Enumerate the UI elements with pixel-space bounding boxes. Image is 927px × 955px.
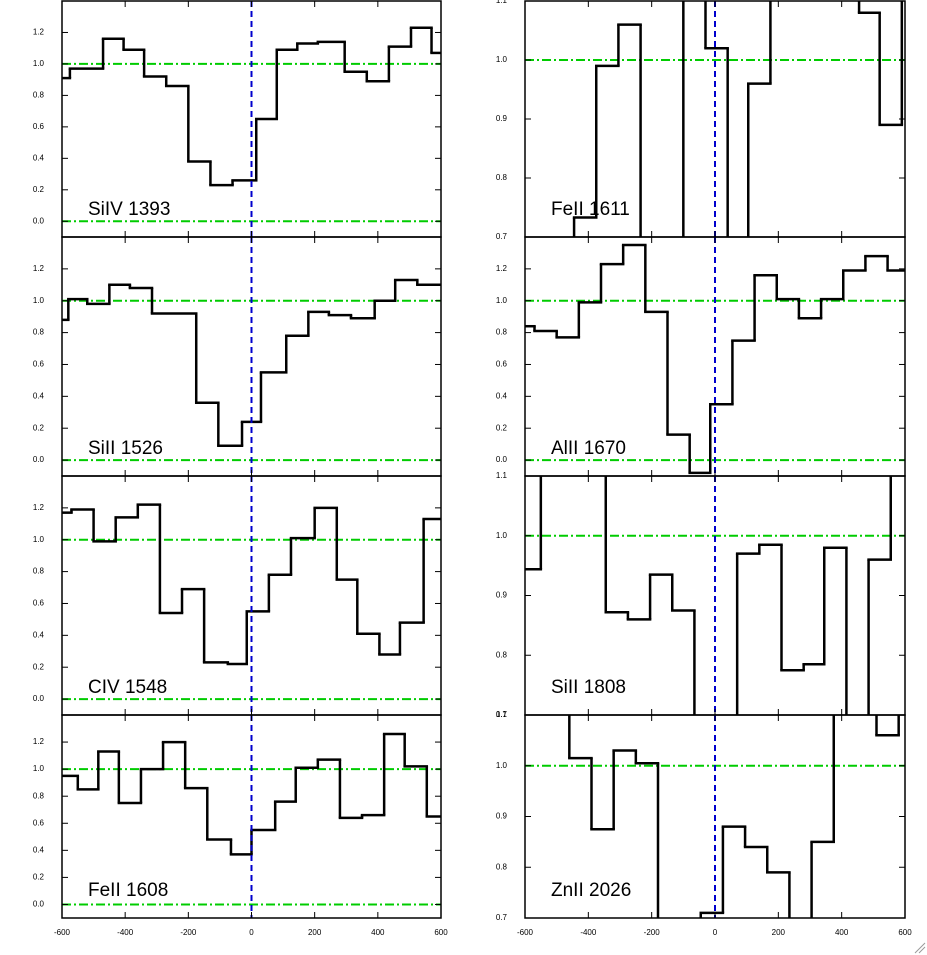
panel-title: SiII 1526 bbox=[88, 438, 163, 459]
x-tick-label: 200 bbox=[308, 928, 322, 937]
y-tick-label: 1.0 bbox=[33, 296, 45, 305]
y-tick-label: 1.0 bbox=[496, 761, 508, 770]
panel: 0.0 0.2 0.4 0.6 0.8 1.0 1.2 CIV 1548 bbox=[33, 475, 442, 716]
x-tick-label: -200 bbox=[644, 928, 661, 937]
x-tick-label: -600 bbox=[54, 928, 71, 937]
y-tick-label: 1.1 bbox=[496, 0, 508, 5]
plot-area bbox=[62, 476, 441, 715]
x-tick-label: -400 bbox=[580, 928, 597, 937]
y-tick-label: 0.6 bbox=[33, 360, 45, 369]
y-tick-label: 0.4 bbox=[33, 845, 45, 854]
panel-title: ZnII 2026 bbox=[551, 880, 631, 901]
y-tick-label: 1.2 bbox=[33, 28, 45, 37]
x-tick-label: 400 bbox=[835, 928, 849, 937]
panel-title: SiII 1808 bbox=[551, 677, 626, 698]
plot-area bbox=[525, 237, 905, 476]
y-tick-label: 1.2 bbox=[33, 737, 45, 746]
y-tick-label: 1.1 bbox=[496, 471, 508, 480]
x-tick-label: 0 bbox=[713, 928, 718, 937]
x-tick-label: -400 bbox=[117, 928, 134, 937]
y-tick-label: 0.6 bbox=[33, 818, 45, 827]
y-tick-label: 0.6 bbox=[496, 360, 508, 369]
y-tick-label: 0.9 bbox=[496, 591, 508, 600]
y-tick-label: 0.0 bbox=[33, 455, 45, 464]
y-tick-label: 0.2 bbox=[33, 423, 45, 432]
y-tick-label: 0.0 bbox=[33, 216, 45, 225]
y-tick-label: 1.0 bbox=[496, 296, 508, 305]
y-tick-label: 0.2 bbox=[33, 873, 45, 882]
y-tick-label: 0.8 bbox=[496, 650, 508, 659]
y-tick-label: 0.8 bbox=[33, 91, 45, 100]
y-tick-label: 0.8 bbox=[496, 328, 508, 337]
y-tick-label: 1.0 bbox=[496, 531, 508, 540]
x-tick-label: 200 bbox=[772, 928, 786, 937]
y-tick-label: 1.0 bbox=[33, 535, 45, 544]
y-tick-label: 0.7 bbox=[496, 710, 508, 719]
panel: 0.0 0.2 0.4 0.6 0.8 1.0 1.2 AlII 1670 bbox=[496, 236, 906, 477]
panel: 0.7 0.8 0.9 1.0 1.1 SiII 1808 bbox=[496, 471, 906, 719]
y-tick-label: 0.4 bbox=[33, 153, 45, 162]
y-tick-label: 0.4 bbox=[33, 630, 45, 639]
plot-area bbox=[62, 1, 441, 237]
x-tick-label: -600 bbox=[517, 928, 534, 937]
plot-area bbox=[525, 1, 905, 237]
y-tick-label: 1.0 bbox=[33, 764, 45, 773]
panel-title: AlII 1670 bbox=[551, 438, 626, 459]
panel-title: FeII 1608 bbox=[88, 880, 168, 901]
x-tick-label: 0 bbox=[249, 928, 254, 937]
y-tick-label: 0.6 bbox=[33, 122, 45, 131]
panel: 0.7 0.8 0.9 1.0 1.1 FeII 1611 bbox=[496, 0, 906, 241]
x-tick-label: -200 bbox=[180, 928, 197, 937]
y-tick-label: 0.9 bbox=[496, 114, 508, 123]
y-tick-label: 1.0 bbox=[496, 55, 508, 64]
x-tick-label: 600 bbox=[434, 928, 448, 937]
panel-title: SiIV 1393 bbox=[88, 199, 170, 220]
y-tick-label: 0.0 bbox=[33, 694, 45, 703]
y-tick-label: 0.8 bbox=[496, 862, 508, 871]
y-tick-label: 0.2 bbox=[33, 185, 45, 194]
plot-area bbox=[525, 476, 905, 715]
y-tick-label: 0.4 bbox=[33, 391, 45, 400]
y-tick-label: 0.8 bbox=[496, 173, 508, 182]
y-tick-label: 0.7 bbox=[496, 913, 508, 922]
y-tick-label: 0.7 bbox=[496, 232, 508, 241]
panel: 0.0 0.2 0.4 0.6 0.8 1.0 1.2 SiII 1526 bbox=[33, 236, 442, 477]
y-tick-label: 0.8 bbox=[33, 791, 45, 800]
plot-area bbox=[62, 715, 441, 918]
plot-area bbox=[62, 237, 441, 476]
y-tick-label: 1.2 bbox=[33, 503, 45, 512]
plot-area bbox=[525, 715, 905, 918]
y-tick-label: 0.4 bbox=[496, 391, 508, 400]
panel: 0.0 0.2 0.4 0.6 0.8 1.0 1.2 -600 -400 -200 0 200 400… bbox=[33, 714, 448, 937]
y-tick-label: 1.0 bbox=[33, 59, 45, 68]
y-tick-label: 0.2 bbox=[496, 423, 508, 432]
panel: 0.0 0.2 0.4 0.6 0.8 1.0 1.2 SiIV 1393 bbox=[33, 0, 442, 238]
panel-title: CIV 1548 bbox=[88, 677, 167, 698]
y-tick-label: 1.2 bbox=[496, 264, 508, 273]
x-tick-label: 400 bbox=[371, 928, 385, 937]
y-tick-label: 0.8 bbox=[33, 567, 45, 576]
y-tick-label: 1.1 bbox=[496, 710, 508, 719]
panel: 0.7 0.8 0.9 1.0 1.1 -600 -400 -200 0 200 400 600 ZnI… bbox=[496, 710, 912, 937]
panel-title: FeII 1611 bbox=[551, 199, 630, 220]
y-tick-label: 0.0 bbox=[496, 455, 508, 464]
y-tick-label: 0.6 bbox=[33, 599, 45, 608]
y-tick-label: 0.9 bbox=[496, 812, 508, 821]
y-tick-label: 0.2 bbox=[33, 662, 45, 671]
y-tick-label: 1.2 bbox=[33, 264, 45, 273]
y-tick-label: 0.0 bbox=[33, 900, 45, 909]
y-tick-label: 0.8 bbox=[33, 328, 45, 337]
x-tick-label: 600 bbox=[898, 928, 912, 937]
resize-grip bbox=[914, 942, 926, 954]
